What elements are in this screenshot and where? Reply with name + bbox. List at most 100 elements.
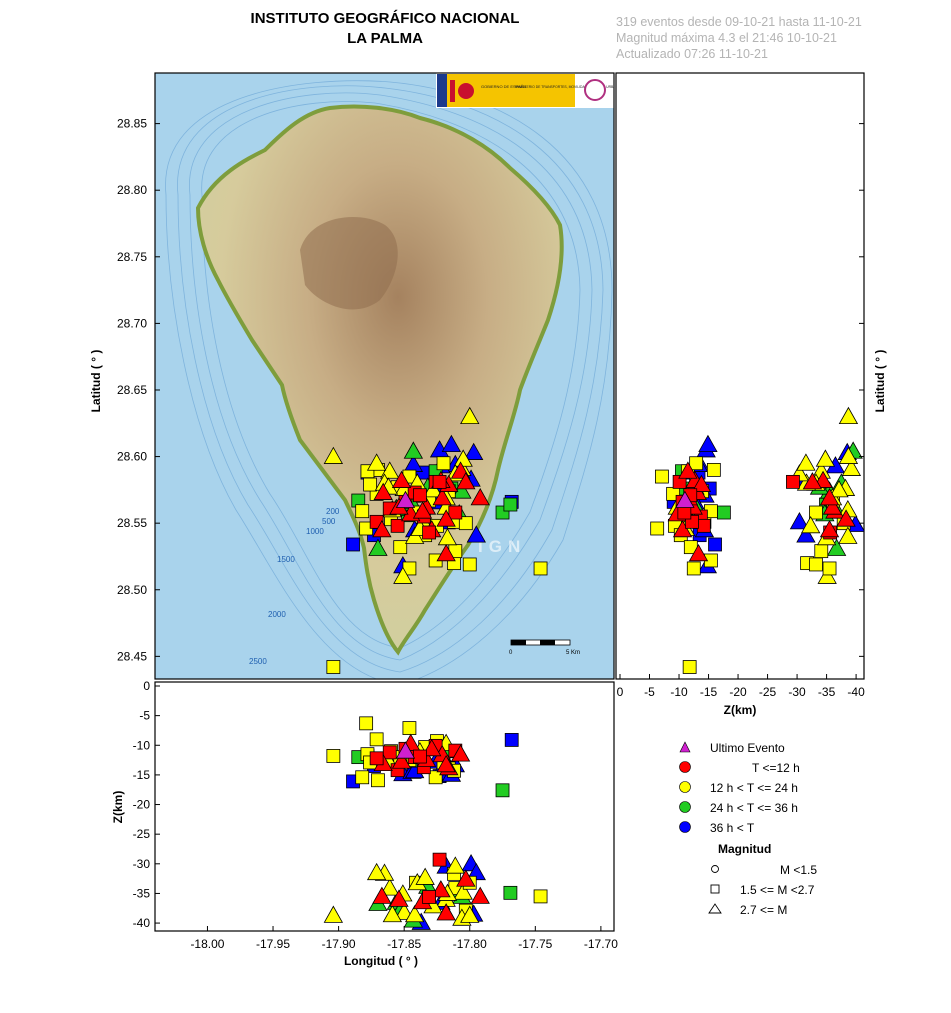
map-event-green bbox=[503, 497, 518, 512]
map-event-green bbox=[368, 538, 388, 556]
lat-tick-label: 28.85 bbox=[117, 117, 147, 131]
map-event-yellow bbox=[393, 566, 413, 584]
lat-depth-markers bbox=[650, 406, 864, 674]
depth-lon-event-yellow bbox=[460, 905, 480, 923]
map-event-red bbox=[470, 488, 490, 506]
depth-tick-label-vertical: -10 bbox=[133, 738, 151, 752]
lat-depth-event-yellow bbox=[838, 406, 859, 425]
legend-m2-label: 1.5 <= M <2.7 bbox=[740, 883, 815, 897]
lat-depth-event-blue bbox=[708, 537, 722, 552]
map-event-yellow bbox=[533, 561, 548, 576]
lon-tick-label: -17.90 bbox=[322, 937, 356, 951]
depth-tick-label-horizontal: 0 bbox=[617, 685, 624, 699]
depth-lon-event-red bbox=[382, 745, 397, 760]
lat-depth-event-yellow bbox=[686, 561, 701, 576]
depth-axis-label-vertical: Z(km) bbox=[111, 791, 125, 824]
lat-tick-label: 28.55 bbox=[117, 516, 147, 530]
latitude-axis-label-left: Latitud ( ° ) bbox=[89, 350, 103, 413]
lon-tick-label: -17.70 bbox=[584, 937, 618, 951]
legend-t4-label: 36 h < T bbox=[710, 821, 755, 835]
depth-lon-markers bbox=[323, 716, 548, 930]
lat-depth-event-yellow bbox=[655, 469, 669, 484]
legend-magnitude-title: Magnitud bbox=[718, 842, 771, 856]
depth-lon-event-red bbox=[422, 739, 442, 757]
lat-tick-label: 28.50 bbox=[117, 583, 147, 597]
svg-text:0: 0 bbox=[509, 650, 513, 656]
svg-text:5 Km: 5 Km bbox=[566, 650, 580, 656]
depth-lon-event-red bbox=[436, 755, 456, 773]
lon-tick-label: -17.85 bbox=[387, 937, 421, 951]
lon-tick-label: -18.00 bbox=[190, 937, 224, 951]
map-event-yellow bbox=[323, 446, 344, 464]
lat-depth-event-yellow bbox=[838, 526, 858, 544]
depth-lon-event-yellow bbox=[533, 889, 548, 904]
depth-lon-event-yellow bbox=[371, 773, 385, 788]
map-event-yellow bbox=[458, 516, 473, 531]
map-event-red bbox=[373, 482, 393, 500]
lat-depth-event-red bbox=[672, 474, 687, 489]
legend-m1-label: M <1.5 bbox=[780, 863, 817, 877]
lat-depth-event-red bbox=[786, 474, 800, 489]
depth-lon-event-red bbox=[450, 744, 471, 762]
depth-lon-event-red bbox=[456, 869, 476, 887]
map-event-blue bbox=[466, 525, 486, 543]
svg-text:GOBIERNO DE ESPAÑA: GOBIERNO DE ESPAÑA bbox=[481, 84, 527, 89]
longitude-axis-label: Longitud ( ° ) bbox=[344, 954, 418, 968]
legend-circle-icon bbox=[711, 865, 719, 873]
map-event-blue bbox=[346, 537, 360, 552]
depth-lon-event-ultimo bbox=[395, 741, 416, 759]
map-event-green bbox=[403, 441, 424, 459]
info-updated: Actualizado 07:26 11-10-21 bbox=[616, 47, 768, 61]
lat-depth-frame bbox=[615, 72, 865, 680]
depth-lon-event-yellow bbox=[428, 770, 443, 785]
map-event-red bbox=[422, 525, 436, 540]
depth-lon-event-yellow bbox=[380, 878, 400, 896]
lat-depth-event-ultimo bbox=[675, 490, 695, 508]
lat-depth-event-red bbox=[691, 474, 712, 492]
map-event-yellow bbox=[326, 660, 341, 674]
lat-depth-event-red bbox=[819, 520, 840, 538]
lat-depth-event-blue bbox=[698, 434, 718, 452]
legend-red-icon bbox=[679, 761, 691, 773]
depth-lon-event-red bbox=[470, 886, 490, 904]
depth-lon-event-red bbox=[422, 890, 436, 904]
depth-tick-label-horizontal: -5 bbox=[644, 685, 655, 699]
map-event-yellow bbox=[363, 477, 377, 492]
depth-lon-event-yellow bbox=[404, 904, 425, 923]
legend-m3-label: 2.7 <= M bbox=[740, 903, 787, 917]
lat-depth-event-yellow bbox=[706, 462, 721, 477]
map-event-yellow bbox=[462, 557, 477, 572]
svg-text:1000: 1000 bbox=[306, 527, 324, 536]
depth-tick-label-vertical: 0 bbox=[143, 679, 150, 693]
lat-tick-label: 28.60 bbox=[117, 450, 147, 464]
map-panel: 200 500 1000 1500 2000 2500 IGN GOBIERNO… bbox=[155, 73, 614, 679]
lat-depth-event-yellow bbox=[796, 453, 816, 471]
map-frame bbox=[154, 72, 615, 680]
depth-lon-event-red bbox=[432, 852, 447, 867]
ign-logo-icon bbox=[584, 79, 606, 101]
lat-depth-event-yellow bbox=[817, 566, 837, 584]
legend-yellow-icon bbox=[679, 781, 691, 793]
lon-tick-label: -17.75 bbox=[518, 937, 552, 951]
depth-lon-event-yellow bbox=[355, 770, 370, 785]
axes: 28.85 28.80 28.75 28.70 28.65 28.60 28.55 28.50… bbox=[117, 117, 865, 951]
depth-lon-event-yellow bbox=[359, 716, 374, 731]
legend-ultimo-label: Ultimo Evento bbox=[710, 741, 785, 755]
map-event-blue bbox=[463, 442, 484, 460]
depth-lon-event-yellow bbox=[394, 902, 414, 920]
depth-lon-event-red bbox=[372, 886, 392, 904]
title-line-1: INSTITUTO GEOGRÁFICO NACIONAL bbox=[250, 10, 520, 27]
depth-tick-label-vertical: -30 bbox=[133, 857, 151, 871]
lat-depth-event-yellow bbox=[689, 456, 704, 471]
depth-tick-label-vertical: -20 bbox=[133, 798, 151, 812]
lat-depth-event-red bbox=[677, 505, 692, 520]
map-event-yellow bbox=[436, 456, 451, 471]
depth-tick-label-vertical: -35 bbox=[133, 886, 151, 900]
depth-lon-event-red bbox=[369, 751, 384, 766]
depth-lon-event-yellow bbox=[326, 749, 341, 763]
lat-depth-event-yellow bbox=[838, 446, 859, 464]
lat-depth-event-red bbox=[696, 518, 711, 533]
map-event-red bbox=[436, 509, 456, 527]
depth-tick-label-vertical: -25 bbox=[133, 827, 151, 841]
depth-tick-label-vertical: -40 bbox=[133, 916, 151, 930]
